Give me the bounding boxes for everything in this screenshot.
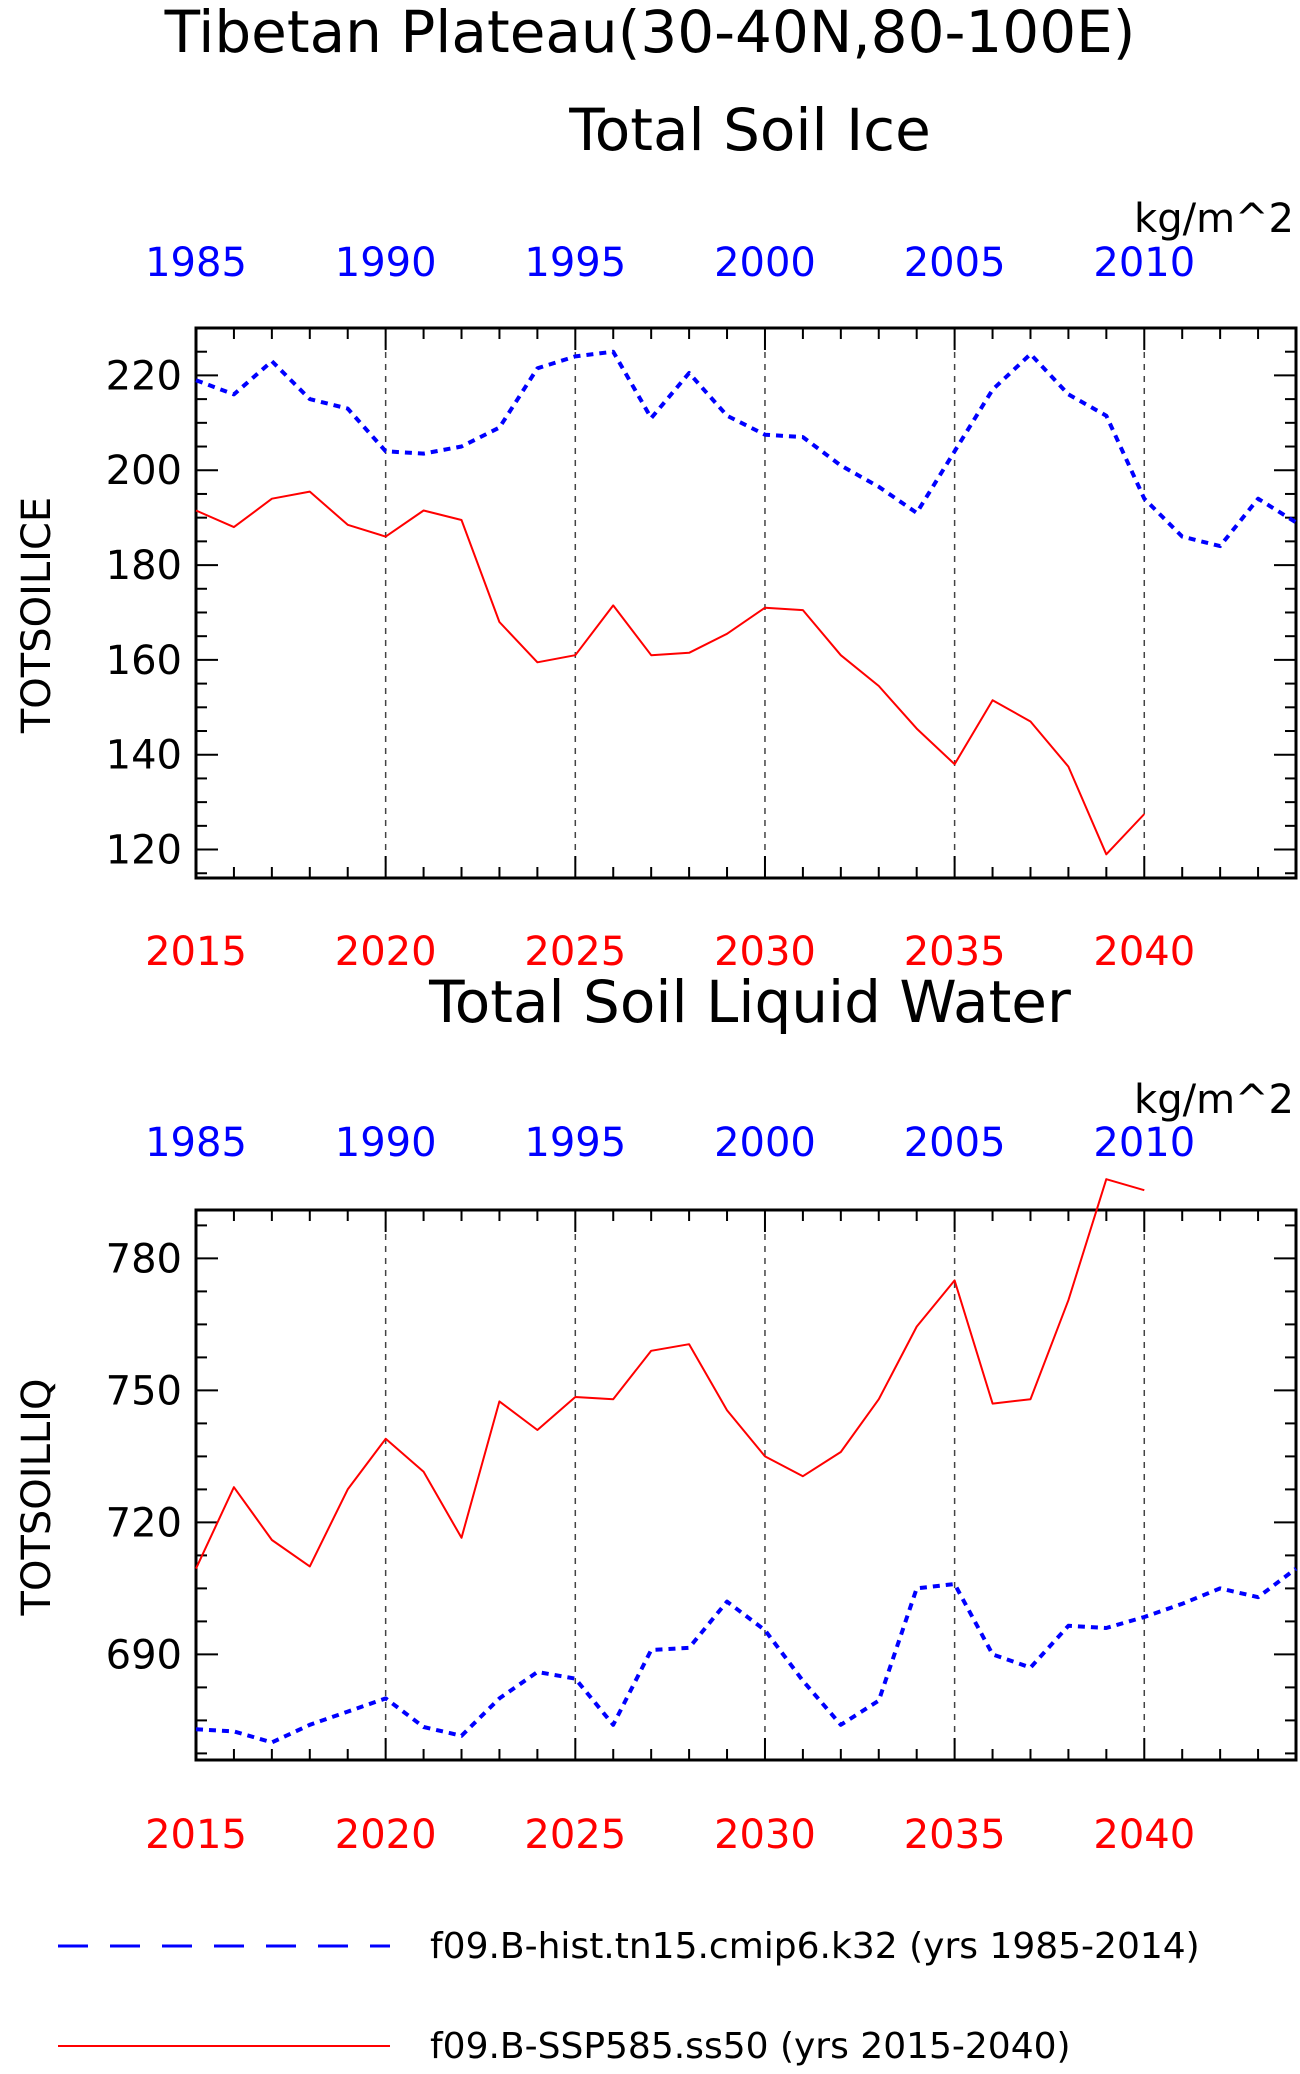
units-label: kg/m^2 xyxy=(1134,196,1294,242)
y-tick-label: 160 xyxy=(106,638,182,684)
x-tick-label-top: 1995 xyxy=(524,240,626,286)
y-tick-label: 180 xyxy=(106,543,182,589)
x-tick-label-bottom: 2030 xyxy=(714,929,816,975)
units-label: kg/m^2 xyxy=(1134,1077,1294,1123)
y-axis-label: TOTSOILLIQ xyxy=(14,1379,60,1617)
series-ssp-line xyxy=(195,1178,1145,1570)
y-tick-label: 220 xyxy=(106,353,182,399)
x-tick-label-top: 2005 xyxy=(904,240,1006,286)
x-tick-label-bottom: 2020 xyxy=(335,1812,437,1858)
series-ssp-line xyxy=(195,490,1146,856)
x-tick-label-top: 2000 xyxy=(714,1120,816,1166)
x-tick-label-bottom: 2025 xyxy=(524,1812,626,1858)
x-tick-label-top: 1985 xyxy=(145,1120,247,1166)
y-tick-label: 720 xyxy=(106,1500,182,1546)
x-tick-label-bottom: 2040 xyxy=(1093,1812,1195,1858)
x-tick-label-top: 2010 xyxy=(1093,240,1195,286)
figure-title: Tibetan Plateau(30-40N,80-100E) xyxy=(164,0,1136,66)
x-tick-label-bottom: 2030 xyxy=(714,1812,816,1858)
x-tick-label-top: 1990 xyxy=(335,1120,437,1166)
series-hist-line xyxy=(195,349,1298,549)
x-tick-label-bottom: 2035 xyxy=(904,929,1006,975)
x-tick-label-bottom: 2035 xyxy=(904,1812,1006,1858)
y-axis-label: TOTSOILICE xyxy=(14,497,60,734)
x-tick-label-top: 2010 xyxy=(1093,1120,1195,1166)
x-tick-label-top: 1995 xyxy=(524,1120,626,1166)
legend-label: f09.B-SSP585.ss50 (yrs 2015-2040) xyxy=(430,2026,1071,2067)
x-tick-label-top: 2005 xyxy=(904,1120,1006,1166)
legend: f09.B-hist.tn15.cmip6.k32 (yrs 1985-2014… xyxy=(58,1926,1200,2067)
panel-title: Total Soil Liquid Water xyxy=(428,968,1071,1036)
y-tick-label: 690 xyxy=(106,1632,182,1678)
y-tick-label: 140 xyxy=(106,733,182,779)
y-tick-label: 780 xyxy=(106,1236,182,1282)
legend-label: f09.B-hist.tn15.cmip6.k32 (yrs 1985-2014… xyxy=(430,1926,1200,1967)
y-tick-label: 750 xyxy=(106,1368,182,1414)
x-tick-label-top: 1985 xyxy=(145,240,247,286)
y-tick-label: 200 xyxy=(106,448,182,494)
panel-soil-ice: Total Soil Ice kg/m^2 TOTSOILICE 2015 2020 20… xyxy=(14,96,1298,975)
panel-soil-liquid: Total Soil Liquid Water kg/m^2 TOTSOILLIQ 2… xyxy=(14,968,1298,1858)
x-tick-label-bottom: 2025 xyxy=(524,929,626,975)
panel-title: Total Soil Ice xyxy=(568,96,931,164)
x-tick-label-top: 1990 xyxy=(335,240,437,286)
x-tick-label-top: 2000 xyxy=(714,240,816,286)
series-hist-line xyxy=(195,1567,1298,1745)
x-tick-label-bottom: 2015 xyxy=(145,1812,247,1858)
plot-frame xyxy=(194,1208,1298,1762)
x-tick-label-bottom: 2040 xyxy=(1093,929,1195,975)
plot-frame xyxy=(194,326,1298,880)
y-tick-label: 120 xyxy=(106,828,182,874)
x-tick-label-bottom: 2015 xyxy=(145,929,247,975)
x-tick-label-bottom: 2020 xyxy=(335,929,437,975)
